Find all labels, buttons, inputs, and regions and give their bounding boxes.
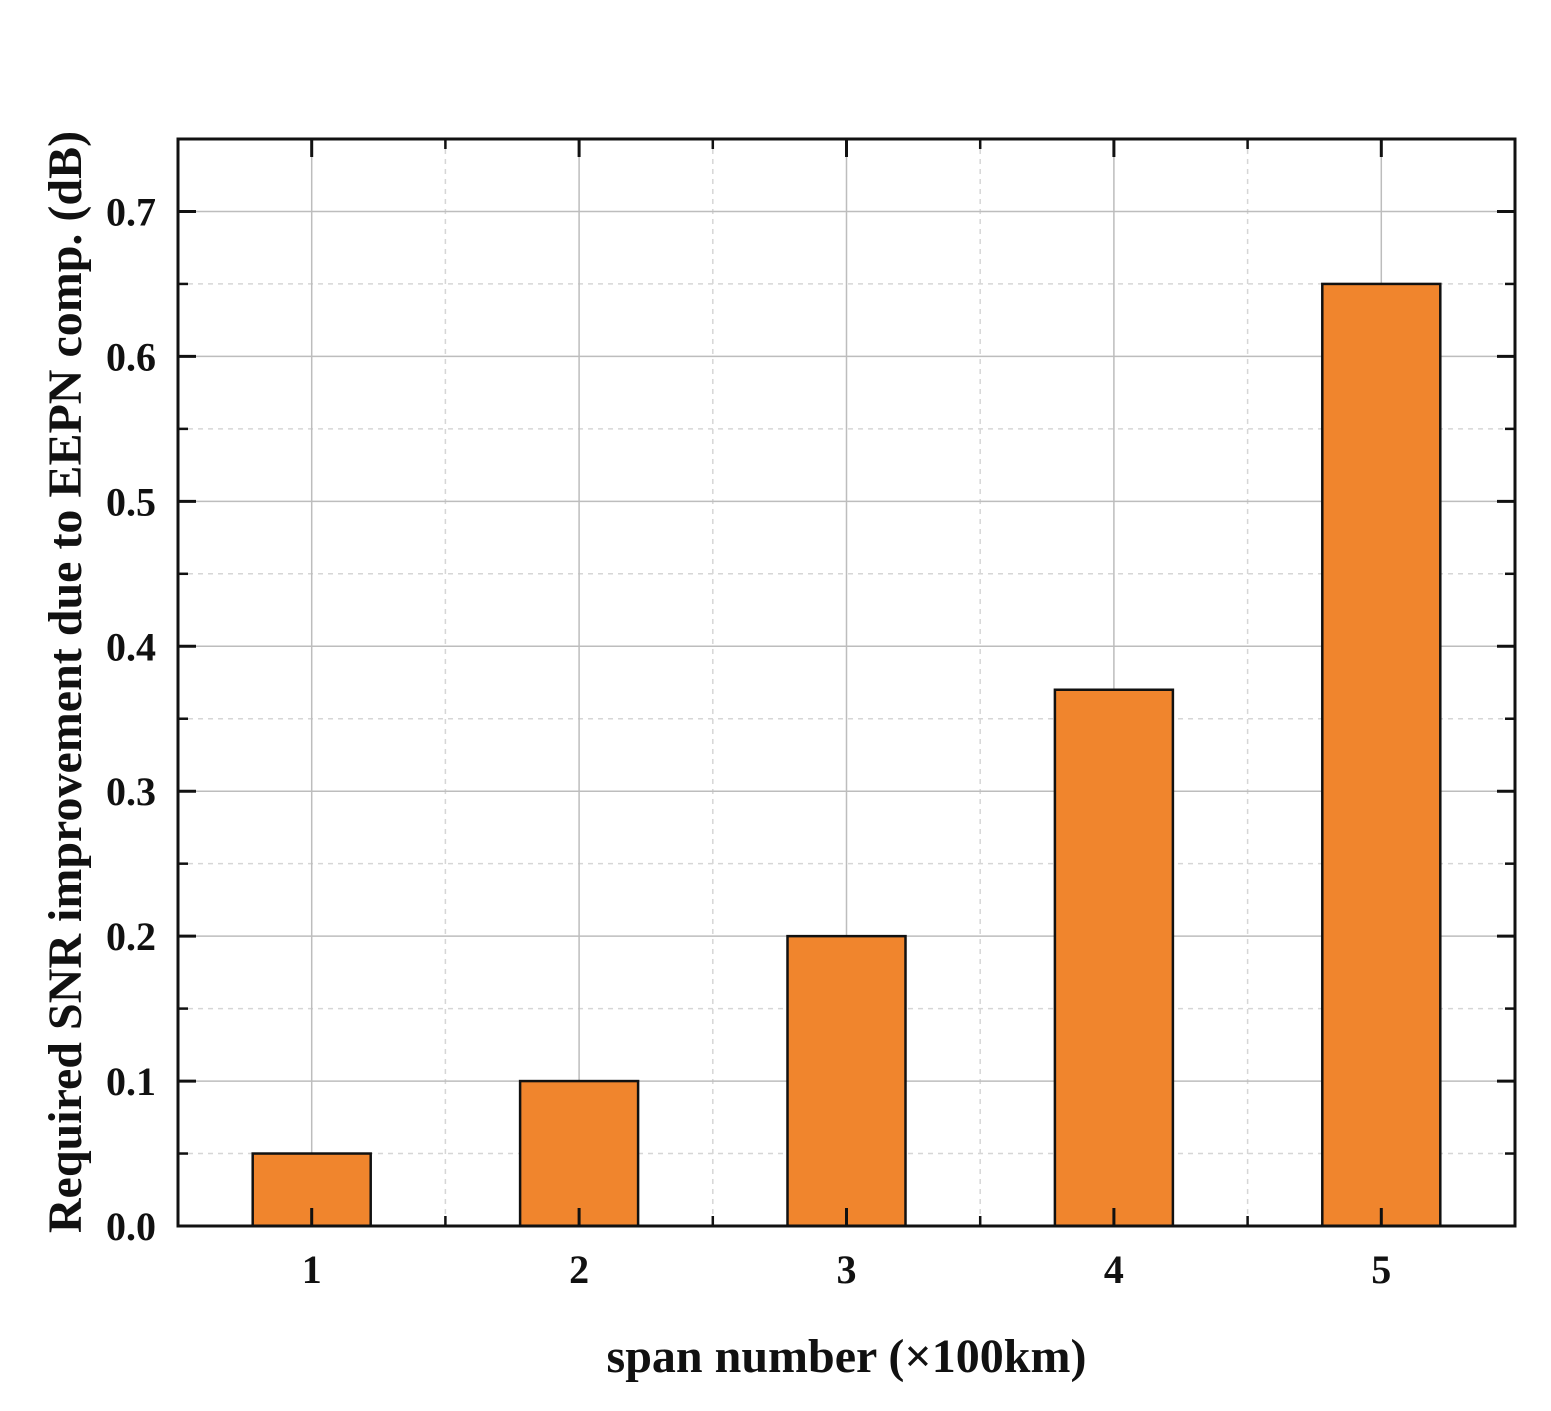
bar-span-5 [1321,282,1442,1228]
x-tick-labels: 1 2 3 4 5 [302,1247,1392,1292]
x-tick-label: 2 [569,1247,589,1292]
y-tick-label: 0.2 [106,914,156,959]
bar-span-2 [518,1079,640,1228]
y-tick-label: 0.6 [106,334,156,379]
y-tick-label: 0.7 [106,189,156,234]
bar-span-4 [1053,688,1175,1228]
y-axis-title: Required SNR improvement due to EEPN com… [39,131,92,1233]
bar-span-3 [786,934,907,1228]
x-tick-label: 4 [1104,1247,1124,1292]
x-axis-title: span number (×100km) [607,1330,1087,1383]
y-tick-labels: 0.0 0.1 0.2 0.3 0.4 0.5 0.6 0.7 [106,189,156,1249]
x-tick-label: 1 [302,1247,322,1292]
y-tick-label: 0.1 [106,1059,156,1104]
axis-ticks [178,139,1515,1228]
y-tick-label: 0.4 [106,624,156,669]
x-tick-label: 5 [1371,1247,1391,1292]
x-tick-label: 3 [837,1247,857,1292]
grid-lines [178,139,1515,1226]
bars [251,282,1442,1228]
y-tick-label: 0.5 [106,479,156,524]
y-tick-label: 0.3 [106,769,156,814]
y-tick-label: 0.0 [106,1204,156,1249]
